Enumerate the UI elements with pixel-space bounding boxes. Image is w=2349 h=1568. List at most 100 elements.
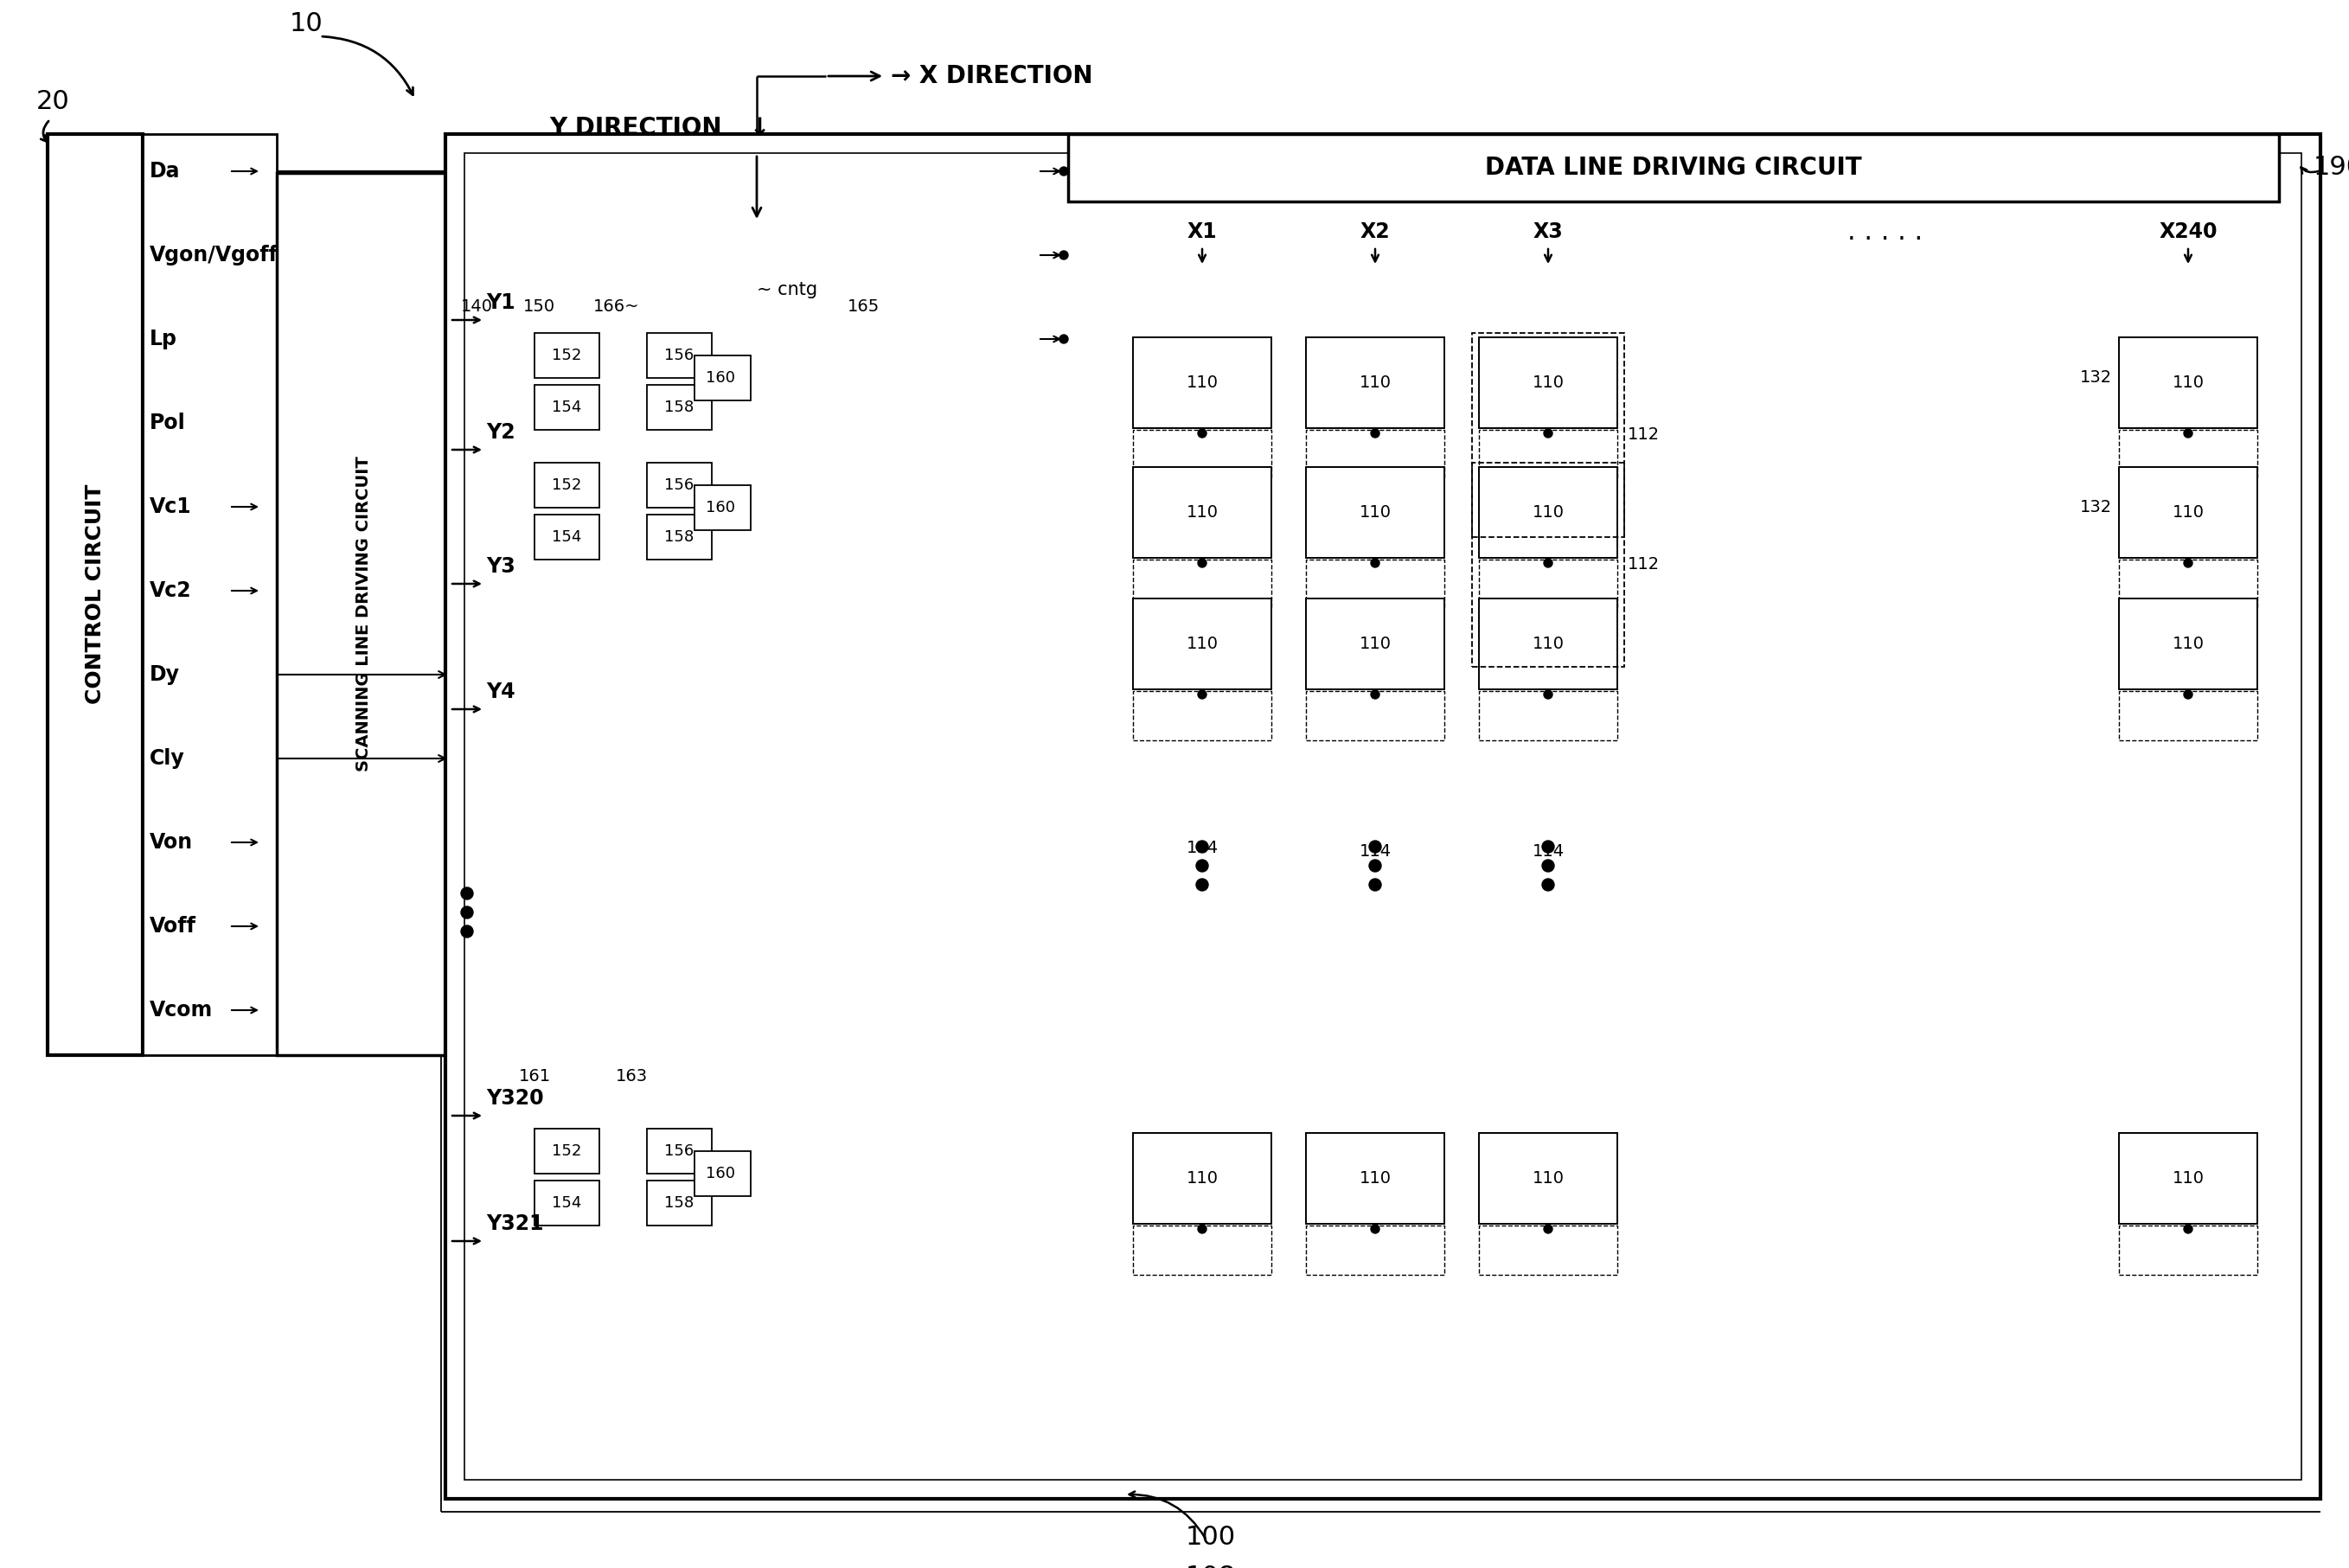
Text: Y321: Y321 (486, 1214, 543, 1234)
Circle shape (1372, 558, 1379, 568)
Text: 158: 158 (665, 400, 693, 416)
Circle shape (1059, 166, 1069, 176)
Text: 110: 110 (1360, 1170, 1391, 1185)
Text: 112: 112 (1628, 426, 1661, 444)
Circle shape (1196, 840, 1207, 853)
Text: 158: 158 (665, 1195, 693, 1210)
Bar (536, 1181, 599, 1226)
Text: 158: 158 (665, 530, 693, 544)
Text: 110: 110 (1532, 635, 1564, 652)
Text: Y1: Y1 (486, 292, 514, 314)
Text: 165: 165 (848, 299, 881, 315)
Text: 110: 110 (1360, 503, 1391, 521)
Circle shape (1369, 878, 1381, 891)
Text: 110: 110 (1532, 1170, 1564, 1185)
Bar (1480, 560, 1618, 608)
Circle shape (460, 887, 472, 900)
Circle shape (1541, 878, 1555, 891)
Bar (2119, 467, 2257, 558)
Bar (1306, 467, 1445, 558)
Bar (695, 356, 752, 400)
Circle shape (1372, 690, 1379, 699)
Circle shape (1198, 430, 1207, 437)
Bar (646, 463, 712, 508)
Bar (2119, 560, 2257, 608)
Bar (2119, 691, 2257, 740)
Text: 114: 114 (1532, 844, 1564, 861)
Circle shape (1541, 859, 1555, 872)
Circle shape (1198, 690, 1207, 699)
Bar (1069, 133, 2279, 202)
Bar (277, 172, 449, 1055)
Text: 110: 110 (2173, 1170, 2203, 1185)
Text: 161: 161 (519, 1068, 550, 1085)
Text: 114: 114 (1360, 844, 1391, 861)
Bar (646, 1129, 712, 1173)
Text: 150: 150 (524, 299, 554, 315)
Text: · · · · ·: · · · · · (1849, 227, 1924, 252)
Bar (2119, 430, 2257, 480)
Text: → X DIRECTION: → X DIRECTION (890, 64, 1092, 88)
Bar (465, 154, 2302, 1480)
Bar (2119, 599, 2257, 690)
Circle shape (460, 906, 472, 919)
Bar (1473, 332, 1623, 538)
Text: 154: 154 (552, 530, 580, 544)
Text: SCANNING LINE DRIVING CIRCUIT: SCANNING LINE DRIVING CIRCUIT (355, 456, 371, 771)
Bar (536, 332, 599, 378)
Text: 163: 163 (615, 1068, 648, 1085)
Circle shape (2185, 690, 2192, 699)
Bar (695, 1151, 752, 1196)
Bar (1132, 560, 1271, 608)
Circle shape (1372, 430, 1379, 437)
Text: Dy: Dy (150, 665, 181, 685)
Text: 110: 110 (1532, 503, 1564, 521)
Text: 110: 110 (2173, 503, 2203, 521)
Text: 166~: 166~ (594, 299, 639, 315)
Text: Vc2: Vc2 (150, 580, 193, 601)
Text: 110: 110 (1186, 375, 1219, 390)
Text: Cly: Cly (150, 748, 186, 768)
Circle shape (1541, 840, 1555, 853)
Bar (1306, 560, 1445, 608)
Bar (1132, 1134, 1271, 1223)
Text: 100: 100 (1186, 1526, 1236, 1551)
Bar (536, 514, 599, 560)
Text: 110: 110 (1186, 1170, 1219, 1185)
Bar (1132, 691, 1271, 740)
Circle shape (1372, 1225, 1379, 1234)
Bar (1132, 467, 1271, 558)
Text: Y2: Y2 (486, 422, 514, 442)
Text: 110: 110 (1186, 503, 1219, 521)
Bar (1480, 1226, 1618, 1275)
Circle shape (1543, 558, 1553, 568)
Text: CONTROL CIRCUIT: CONTROL CIRCUIT (85, 485, 106, 704)
Text: 152: 152 (552, 477, 580, 492)
Circle shape (1369, 859, 1381, 872)
Text: Vgon/Vgoff: Vgon/Vgoff (150, 245, 280, 265)
Text: Vc1: Vc1 (150, 497, 193, 517)
Bar (1306, 599, 1445, 690)
Text: ↓: ↓ (749, 116, 770, 140)
Circle shape (1543, 1225, 1553, 1234)
Circle shape (1196, 878, 1207, 891)
Text: 110: 110 (1360, 375, 1391, 390)
Text: Y DIRECTION: Y DIRECTION (550, 116, 721, 140)
Bar (1480, 1134, 1618, 1223)
Circle shape (1059, 334, 1069, 343)
Bar (1480, 691, 1618, 740)
Text: ~ cntg: ~ cntg (756, 281, 817, 298)
Text: Y4: Y4 (486, 682, 514, 702)
Bar (536, 384, 599, 430)
Bar (1306, 337, 1445, 428)
Text: X1: X1 (1186, 221, 1217, 241)
Text: Da: Da (150, 162, 181, 182)
Text: Pol: Pol (150, 412, 186, 433)
Circle shape (460, 925, 472, 938)
Text: X240: X240 (2159, 221, 2217, 241)
Text: 160: 160 (705, 370, 735, 386)
Text: 132: 132 (2079, 500, 2112, 516)
Bar (536, 463, 599, 508)
Bar (1306, 1226, 1445, 1275)
Bar (2119, 337, 2257, 428)
